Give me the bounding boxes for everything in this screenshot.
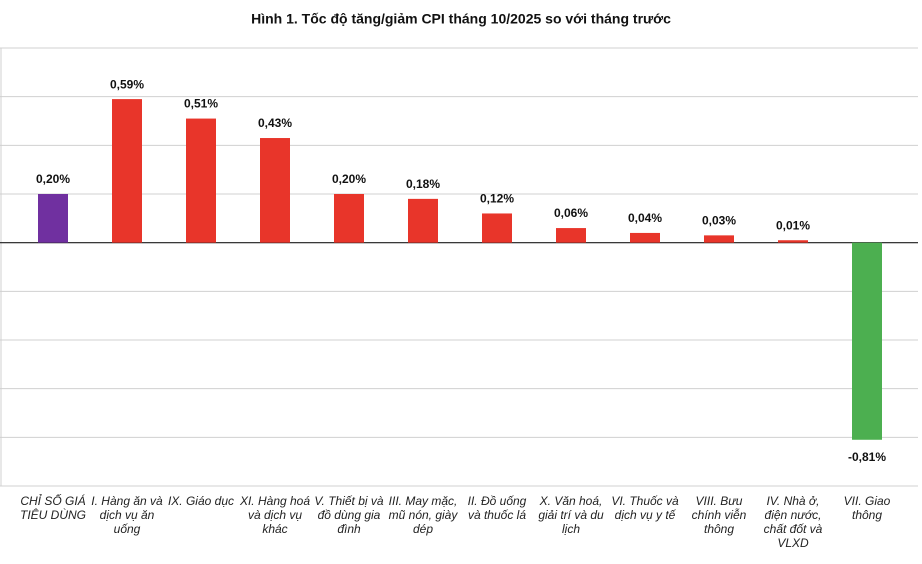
value-label: 0,59% <box>110 77 144 91</box>
bar <box>334 194 364 243</box>
x-tick-label: IX. Giáo dục <box>167 494 235 508</box>
bar <box>630 232 660 243</box>
value-label: 0,12% <box>480 192 514 206</box>
x-tick-label: I. Hàng ăn và dịch vụ ăn uống <box>91 494 163 536</box>
x-tick-label: CHỈ SỐ GIÁ TIÊU DÙNG <box>20 494 86 522</box>
chart-title: Hình 1. Tốc độ tăng/giảm CPI tháng 10/20… <box>251 11 671 27</box>
x-tick-label: VIII. Bưu chính viễn thông <box>691 494 747 536</box>
x-tick-label: IV. Nhà ở, điện nước, chất đốt và VLXD <box>763 494 823 550</box>
x-tick-label: III. May mặc, mũ nón, giày dép <box>388 494 458 536</box>
value-label: -0,81% <box>848 450 886 464</box>
bar <box>482 213 512 243</box>
bar <box>112 99 142 243</box>
value-label: 0,04% <box>628 211 662 225</box>
value-label: 0,20% <box>36 172 70 186</box>
bar <box>260 138 290 243</box>
value-label: 0,06% <box>554 206 588 220</box>
x-tick-label: VII. Giao thông <box>843 494 891 522</box>
bar <box>852 242 882 440</box>
bar <box>408 198 438 243</box>
x-tick-label: X. Văn hoá, giải trí và du lịch <box>538 494 604 536</box>
bar <box>38 194 68 243</box>
value-label: 0,03% <box>702 214 736 228</box>
x-tick-label: II. Đồ uống và thuốc lá <box>467 494 527 522</box>
bar <box>704 235 734 243</box>
bar <box>556 228 586 243</box>
value-label: 0,51% <box>184 97 218 111</box>
value-label: 0,18% <box>406 177 440 191</box>
value-label: 0,43% <box>258 116 292 130</box>
value-label: 0,01% <box>776 218 810 232</box>
bar <box>778 240 808 243</box>
x-tick-label: VI. Thuốc và dịch vụ y tế <box>611 494 679 522</box>
bar <box>186 118 216 243</box>
x-tick-label: XI. Hàng hoá và dịch vụ khác <box>239 494 311 536</box>
value-label: 0,20% <box>332 172 366 186</box>
x-tick-label: V. Thiết bị và đồ dùng gia đình <box>314 494 384 536</box>
